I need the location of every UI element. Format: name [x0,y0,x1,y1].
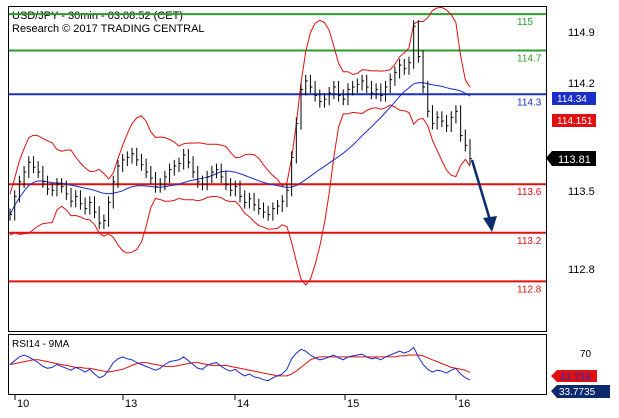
level-label: 113.2 [517,236,542,247]
y-tick-label: 114.2 [568,78,595,90]
rsi-title: RSI14 - 9MA [12,339,70,350]
price-series [9,20,472,230]
red-value: 114.151 [557,116,593,127]
blue-line-value-badge: 114.34 [552,92,596,105]
y-tick-label: 113.5 [568,186,595,198]
moving-average [9,82,471,215]
level-label: 114.7 [517,54,542,65]
current-price-badge: 113.81 [546,151,596,166]
rsi-ma-value: 41.733 [560,372,591,383]
x-axis: 10 13 14 15 16 [14,395,470,410]
rsi-value: 33.7735 [559,387,596,398]
level-label: 115 [517,17,533,28]
rsi-ma-line [9,354,471,377]
level-label: 112.8 [517,284,542,295]
chart-title: USD/JPY - 30min - 03:08:52 (CET) [12,10,183,22]
level-label: 113.6 [517,187,542,198]
rsi-line [9,346,471,382]
x-tick-label: 13 [125,398,137,410]
x-tick-label: 15 [347,398,359,410]
current-price: 113.81 [558,154,591,166]
blue-line-value: 114.34 [557,94,587,105]
bollinger-lower [9,104,471,286]
level-label: 114.3 [517,97,542,108]
x-tick-label: 16 [458,398,470,410]
rsi-ma-badge: 41.733 [551,370,597,383]
rsi-value-badge: 33.7735 [551,385,610,398]
x-tick-label: 14 [237,398,249,410]
rsi-y-tick-label: 70 [580,349,592,360]
rsi-panel-frame [8,334,547,395]
bollinger-upper [9,6,471,195]
price-panel-frame [8,6,547,332]
x-tick-label: 10 [17,398,29,410]
support-resistance-levels: 115 114.7 114.3 113.6 113.2 112.8 [9,13,546,295]
y-tick-label: 114.9 [568,27,595,39]
chart-subtitle: Research © 2017 TRADING CENTRAL [12,23,205,35]
red-value-badge: 114.151 [552,114,596,127]
rsi-lines [9,346,471,382]
bollinger-bands [9,6,471,286]
forecast-arrow [470,159,497,232]
ma-line [9,82,471,215]
y-tick-label: 112.8 [568,264,595,276]
